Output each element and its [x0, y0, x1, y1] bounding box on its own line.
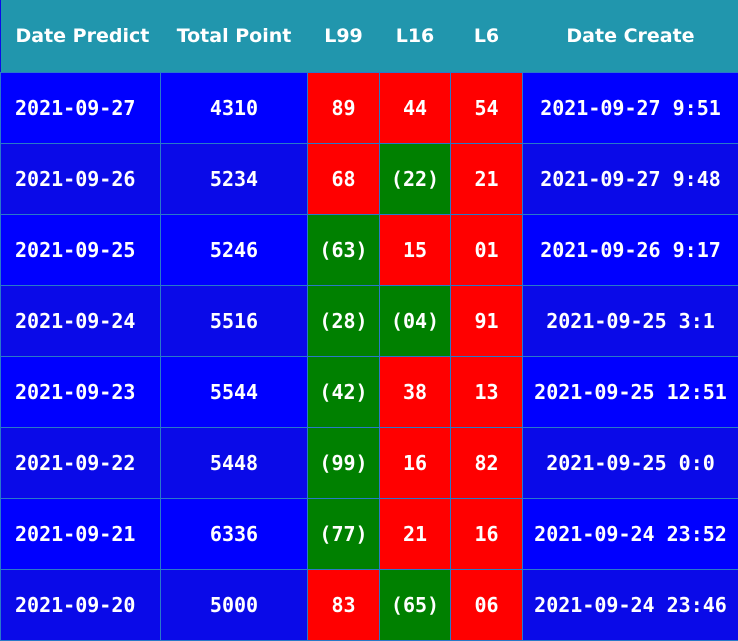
cell-l99: 83 — [308, 570, 380, 641]
cell-l6: 06 — [451, 570, 523, 641]
cell-date-predict: 2021-09-25 — [1, 215, 161, 286]
cell-l99: (28) — [308, 286, 380, 357]
cell-l16: (22) — [380, 144, 451, 215]
cell-date-create: 2021-09-25 0:0 — [523, 428, 738, 499]
cell-l6: 21 — [451, 144, 523, 215]
column-header-total-point[interactable]: Total Point — [161, 0, 308, 73]
column-header-date-create[interactable]: Date Create — [523, 0, 738, 73]
cell-date-predict: 2021-09-24 — [1, 286, 161, 357]
cell-l6: 01 — [451, 215, 523, 286]
cell-date-create: 2021-09-25 12:51 — [523, 357, 738, 428]
cell-l99: (42) — [308, 357, 380, 428]
cell-l16: 44 — [380, 73, 451, 144]
cell-total-point: 4310 — [161, 73, 308, 144]
cell-total-point: 5246 — [161, 215, 308, 286]
cell-date-create: 2021-09-27 9:51 — [523, 73, 738, 144]
cell-l16: (04) — [380, 286, 451, 357]
cell-date-create: 2021-09-26 9:17 — [523, 215, 738, 286]
cell-total-point: 5000 — [161, 570, 308, 641]
cell-l99: (63) — [308, 215, 380, 286]
cell-l99: (77) — [308, 499, 380, 570]
cell-date-predict: 2021-09-22 — [1, 428, 161, 499]
cell-l99: 68 — [308, 144, 380, 215]
column-header-date-predict[interactable]: Date Predict — [1, 0, 161, 73]
cell-total-point: 5234 — [161, 144, 308, 215]
cell-l16: 21 — [380, 499, 451, 570]
cell-date-create: 2021-09-25 3:1 — [523, 286, 738, 357]
cell-l6: 16 — [451, 499, 523, 570]
cell-l16: 38 — [380, 357, 451, 428]
column-header-l99[interactable]: L99 — [308, 0, 380, 73]
column-header-l16[interactable]: L16 — [380, 0, 451, 73]
cell-l6: 91 — [451, 286, 523, 357]
cell-date-predict: 2021-09-23 — [1, 357, 161, 428]
cell-l99: (99) — [308, 428, 380, 499]
cell-total-point: 5516 — [161, 286, 308, 357]
column-header-l6[interactable]: L6 — [451, 0, 523, 73]
cell-date-create: 2021-09-24 23:46 — [523, 570, 738, 641]
cell-total-point: 5544 — [161, 357, 308, 428]
cell-l16: 15 — [380, 215, 451, 286]
cell-date-predict: 2021-09-27 — [1, 73, 161, 144]
cell-date-predict: 2021-09-26 — [1, 144, 161, 215]
table-header-row: Date Predict Total Point L99 L16 L6 Date… — [1, 0, 738, 73]
cell-l6: 54 — [451, 73, 523, 144]
cell-total-point: 6336 — [161, 499, 308, 570]
cell-l6: 82 — [451, 428, 523, 499]
cell-date-create: 2021-09-27 9:48 — [523, 144, 738, 215]
cell-l16: 16 — [380, 428, 451, 499]
cell-date-create: 2021-09-24 23:52 — [523, 499, 738, 570]
cell-l6: 13 — [451, 357, 523, 428]
cell-l99: 89 — [308, 73, 380, 144]
cell-date-predict: 2021-09-20 — [1, 570, 161, 641]
cell-total-point: 5448 — [161, 428, 308, 499]
cell-date-predict: 2021-09-21 — [1, 499, 161, 570]
cell-l16: (65) — [380, 570, 451, 641]
